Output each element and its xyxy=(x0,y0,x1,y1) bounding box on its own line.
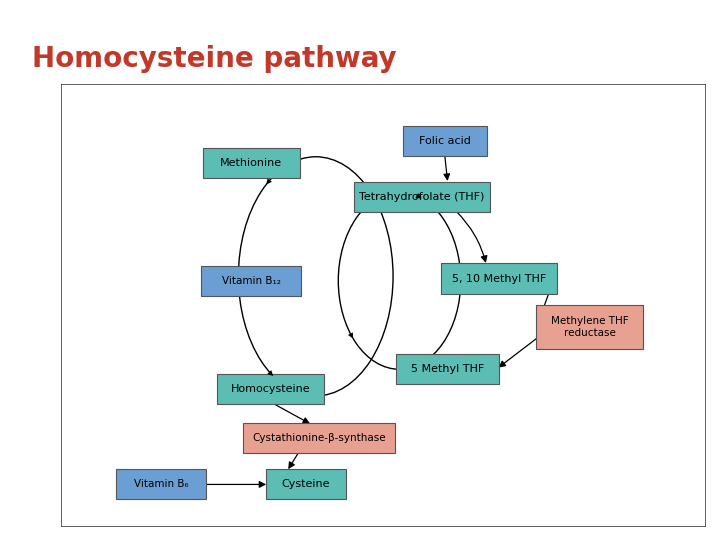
FancyBboxPatch shape xyxy=(396,354,500,384)
Text: 5 Methyl THF: 5 Methyl THF xyxy=(411,364,485,374)
Text: Tetrahydrofolate (THF): Tetrahydrofolate (THF) xyxy=(359,192,485,201)
Text: Homocysteine: Homocysteine xyxy=(231,384,310,394)
Text: Homocysteine pathway: Homocysteine pathway xyxy=(32,45,397,73)
FancyBboxPatch shape xyxy=(354,181,490,212)
FancyBboxPatch shape xyxy=(116,469,206,500)
Text: Methylene THF
reductase: Methylene THF reductase xyxy=(551,316,629,338)
Text: 5, 10 Methyl THF: 5, 10 Methyl THF xyxy=(452,274,546,284)
FancyBboxPatch shape xyxy=(266,469,346,500)
Text: Cystathionine-β-synthase: Cystathionine-β-synthase xyxy=(252,433,386,443)
FancyBboxPatch shape xyxy=(402,126,487,156)
FancyBboxPatch shape xyxy=(202,266,301,296)
FancyBboxPatch shape xyxy=(203,148,300,178)
Text: Folic acid: Folic acid xyxy=(419,136,471,146)
Text: Methionine: Methionine xyxy=(220,158,282,168)
Text: Cysteine: Cysteine xyxy=(282,480,330,489)
FancyBboxPatch shape xyxy=(61,84,706,526)
Text: Vitamin B₆: Vitamin B₆ xyxy=(134,480,189,489)
FancyBboxPatch shape xyxy=(217,374,324,404)
FancyBboxPatch shape xyxy=(441,264,557,294)
Text: 65: 65 xyxy=(673,12,695,27)
FancyBboxPatch shape xyxy=(536,305,643,349)
FancyBboxPatch shape xyxy=(243,423,395,453)
Text: Vitamin B₁₂: Vitamin B₁₂ xyxy=(222,276,281,286)
